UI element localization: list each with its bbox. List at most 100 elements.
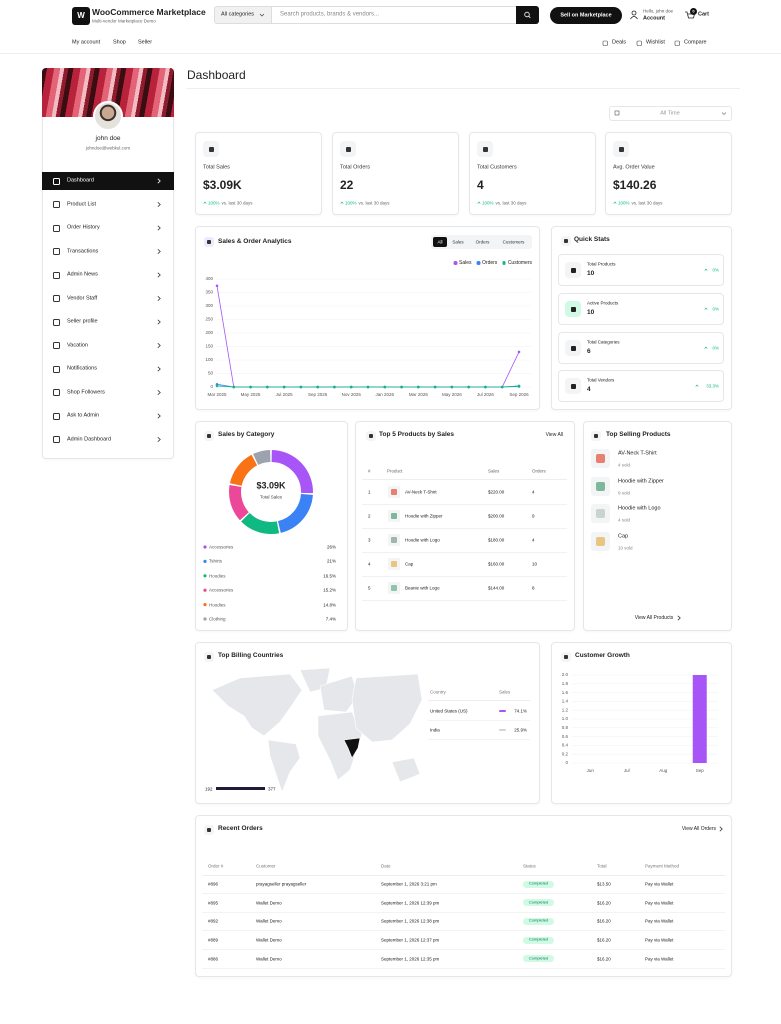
table-cell: 4 bbox=[368, 561, 371, 567]
nav-icon bbox=[674, 40, 680, 46]
menu-icon bbox=[53, 389, 60, 396]
nav-link[interactable]: My account bbox=[72, 39, 101, 46]
top-selling-card bbox=[583, 421, 732, 631]
map-scale-max: 377 bbox=[268, 786, 276, 792]
title-divider bbox=[187, 88, 740, 89]
card-link[interactable]: View All Products bbox=[634, 615, 674, 621]
period-select[interactable] bbox=[609, 106, 732, 121]
menu-item[interactable]: Admin Dashboard bbox=[67, 436, 112, 443]
legend-label: Tshirts bbox=[209, 558, 223, 564]
menu-item[interactable]: Ask to Admin bbox=[67, 412, 100, 419]
nav-link[interactable]: Shop bbox=[113, 39, 126, 46]
pie-value-label: 21% bbox=[326, 558, 336, 564]
menu-item[interactable]: Product List bbox=[67, 201, 97, 208]
cart-link[interactable]: Cart bbox=[698, 11, 710, 18]
table-cell: 4 bbox=[532, 537, 535, 543]
table-cell: Hoodie with Zipper bbox=[405, 513, 443, 519]
nav-link[interactable]: Wishlist bbox=[646, 39, 665, 46]
card-title: Recent Orders bbox=[218, 825, 263, 833]
legend-label: Hoodies bbox=[209, 601, 226, 607]
menu-icon bbox=[53, 342, 60, 349]
card-title: Customer Growth bbox=[575, 652, 630, 660]
card-title: Top Billing Countries bbox=[218, 652, 284, 660]
table-divider bbox=[362, 479, 567, 480]
table-cell: $144.00 bbox=[488, 585, 505, 591]
stat-change-value: 100% bbox=[208, 200, 220, 206]
card-title: Sales by Category bbox=[218, 431, 275, 439]
card-icon-glyph bbox=[207, 434, 211, 438]
nav-link[interactable]: Deals bbox=[612, 39, 627, 46]
card-link[interactable]: View All bbox=[545, 432, 563, 438]
billing-card bbox=[195, 642, 540, 804]
table-cell: #895 bbox=[208, 899, 219, 905]
quick-stat bbox=[558, 254, 724, 286]
table-cell: #886 bbox=[208, 956, 219, 962]
menu-item[interactable]: Order History bbox=[67, 224, 100, 231]
menu-item[interactable]: Seller profile bbox=[67, 318, 98, 325]
table-header: Customer bbox=[256, 863, 276, 869]
stat-change-note: vs. last 30 days bbox=[495, 200, 527, 206]
menu-item[interactable]: Transactions bbox=[67, 248, 99, 255]
menu-item[interactable]: Notifications bbox=[67, 365, 97, 372]
nav-link[interactable]: Seller bbox=[138, 39, 153, 46]
greeting: Hello, john doe bbox=[643, 8, 674, 14]
menu-icon bbox=[53, 436, 60, 443]
pie-value-label: 7.4% bbox=[325, 616, 336, 622]
account-link[interactable]: Account bbox=[643, 15, 665, 22]
table-header: Country bbox=[430, 689, 446, 695]
menu-icon bbox=[53, 295, 60, 302]
table-header: Orders bbox=[532, 468, 546, 474]
product-thumb-glyph bbox=[391, 585, 397, 591]
row-divider bbox=[362, 552, 567, 553]
menu-item[interactable]: Shop Followers bbox=[67, 389, 105, 396]
stat-value: $140.26 bbox=[613, 177, 657, 192]
tab-text[interactable]: All bbox=[437, 239, 443, 245]
product-thumb-glyph bbox=[596, 536, 605, 546]
search-placeholder: Search products, brands & vendors... bbox=[280, 11, 380, 18]
stat-value: 4 bbox=[477, 177, 484, 192]
stat-icon-glyph bbox=[618, 146, 624, 152]
quick-stat-change: 0% bbox=[712, 267, 719, 273]
menu-item[interactable]: Vacation bbox=[67, 342, 88, 349]
sell-button[interactable] bbox=[550, 7, 622, 24]
stat-change-value: 100% bbox=[345, 200, 357, 206]
menu-item[interactable]: Admin News bbox=[67, 271, 98, 278]
tab[interactable] bbox=[433, 237, 447, 247]
card-icon-glyph bbox=[594, 434, 598, 438]
table-cell: AV-Neck T-Shirt bbox=[405, 489, 437, 495]
card-icon-glyph bbox=[564, 239, 568, 243]
category-select[interactable] bbox=[214, 6, 272, 24]
table-header: Payment Method bbox=[645, 863, 680, 869]
stat-change-value: 100% bbox=[482, 200, 494, 206]
product-thumb-glyph bbox=[391, 489, 397, 495]
stat-value: 22 bbox=[340, 177, 354, 192]
tab-text[interactable]: Customers bbox=[502, 239, 525, 245]
tab-text[interactable]: Sales bbox=[452, 239, 464, 245]
quick-stat bbox=[558, 293, 724, 325]
product-sold: 4 sold bbox=[618, 517, 631, 523]
row-divider bbox=[362, 528, 567, 529]
row-divider bbox=[202, 930, 725, 932]
row-divider bbox=[428, 720, 530, 721]
table-cell: 10 bbox=[532, 561, 538, 567]
menu-item[interactable]: Dashboard bbox=[67, 177, 94, 184]
card-title: Quick Stats bbox=[574, 236, 610, 244]
orders-card bbox=[195, 815, 732, 977]
table-cell: 3 bbox=[368, 537, 371, 543]
nav-link[interactable]: Compare bbox=[684, 39, 707, 46]
row-divider bbox=[428, 739, 530, 740]
menu-item[interactable]: Vendor Staff bbox=[67, 295, 98, 302]
status-text: Completed bbox=[528, 880, 549, 886]
table-cell: Pay via Wallet bbox=[645, 881, 674, 887]
row-divider bbox=[202, 949, 725, 951]
stat-label: Total Sales bbox=[203, 164, 230, 171]
nav-icon bbox=[602, 40, 608, 46]
product-name: AV-Neck T-Shirt bbox=[618, 450, 657, 457]
tab-text[interactable]: Orders bbox=[475, 239, 490, 245]
menu-icon bbox=[53, 271, 60, 279]
search-button[interactable] bbox=[516, 6, 539, 24]
stat-value: $3.09K bbox=[203, 177, 242, 192]
stat-change-note: vs. last 30 days bbox=[221, 200, 253, 206]
table-header: Sales bbox=[499, 689, 511, 695]
card-link[interactable]: View All Orders bbox=[681, 826, 716, 832]
